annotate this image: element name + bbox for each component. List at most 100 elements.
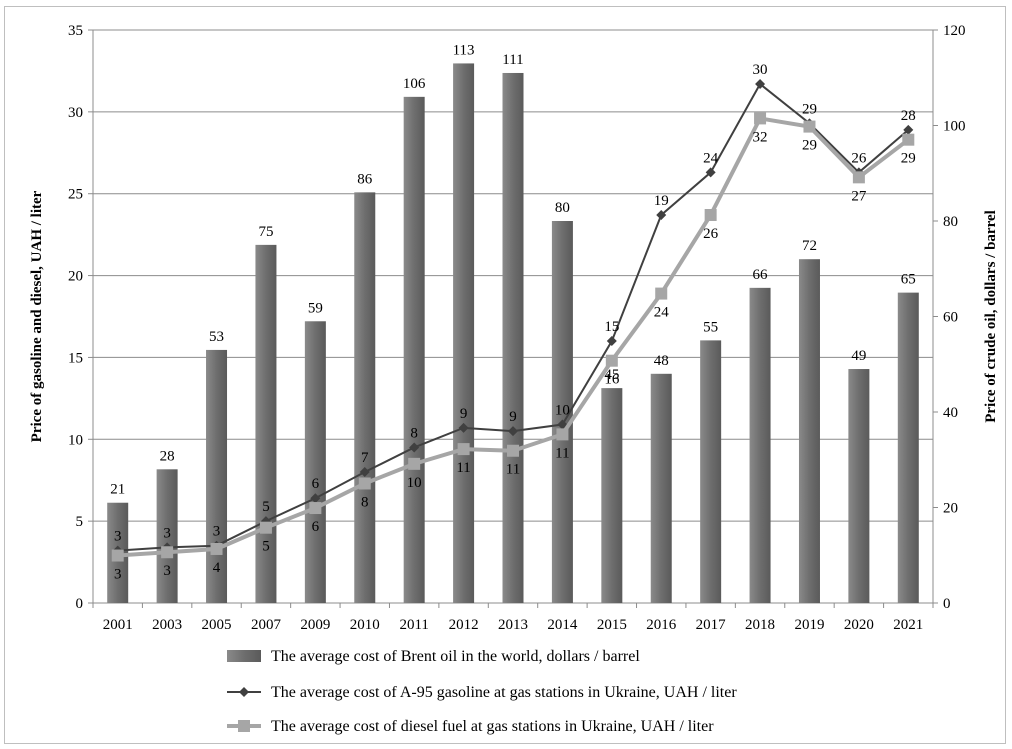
bar-label-brent-2009: 59 [308,300,323,316]
x-tick-label: 2017 [696,617,727,633]
bar-brent-2017 [700,340,722,603]
right-tick-label: 0 [943,596,951,612]
label-a95-2019: 29 [802,101,817,117]
label-diesel-2015: 16 [604,372,620,388]
label-diesel-2011: 10 [407,475,422,491]
bar-label-brent-2015: 45 [604,367,619,383]
x-tick-label: 2001 [103,617,133,633]
label-a95-2010: 7 [361,450,369,466]
bar-label-brent-2014: 80 [555,200,570,216]
x-tick-label: 2016 [646,617,677,633]
legend-marker-diesel [238,720,250,732]
bar-brent-2016 [650,373,672,603]
right-tick-label: 120 [943,23,966,39]
label-diesel-2014: 11 [555,445,569,461]
x-tick-label: 2007 [251,617,282,633]
right-tick-label: 20 [943,501,958,517]
bar-brent-2013 [502,72,524,604]
point-diesel-2003 [161,546,174,559]
left-tick-label: 30 [68,105,83,121]
point-a95-2011 [409,442,420,453]
label-diesel-2021: 29 [901,151,916,167]
legend-marker-a95 [239,687,249,697]
point-diesel-2013 [507,444,519,457]
y-axis-title-left: Price of gasoline and diesel, UAH / lite… [29,190,45,442]
point-diesel-2021 [902,133,915,146]
x-tick-label: 2005 [202,617,232,633]
label-a95-2001: 3 [114,529,122,545]
label-a95-2011: 8 [410,425,418,441]
bar-label-brent-2011: 106 [403,76,426,92]
label-a95-2003: 3 [163,525,171,541]
point-a95-2017 [705,167,716,178]
label-diesel-2020: 27 [851,188,867,204]
label-a95-2021: 28 [901,108,916,124]
bar-brent-2012 [453,63,475,604]
bar-label-brent-2016: 48 [654,353,669,369]
point-diesel-2016 [655,287,668,300]
bar-brent-2014 [551,221,573,603]
right-tick-label: 100 [943,119,966,135]
point-a95-2009 [310,493,321,504]
point-a95-2010 [359,467,370,478]
point-diesel-2001 [111,549,124,562]
label-diesel-2013: 11 [506,462,520,478]
x-tick-label: 2019 [794,617,824,633]
label-a95-2005: 3 [213,524,221,540]
bar-brent-2011 [403,96,425,603]
label-diesel-2018: 32 [753,129,768,145]
label-a95-2017: 24 [703,150,719,166]
point-diesel-2011 [408,457,421,470]
point-diesel-2018 [754,112,767,125]
x-tick-label: 2020 [844,617,874,633]
bar-label-brent-2020: 49 [851,348,866,364]
point-diesel-2020 [852,171,865,184]
label-a95-2018: 30 [753,62,768,78]
point-diesel-2015 [605,354,618,367]
legend-label-brent: The average cost of Brent oil in the wor… [271,648,640,665]
point-diesel-2007 [259,521,272,534]
bar-label-brent-2003: 28 [160,448,175,464]
left-tick-label: 25 [68,187,83,203]
left-tick-label: 15 [68,350,83,366]
right-tick-label: 40 [943,405,958,421]
label-a95-2016: 19 [654,193,669,209]
point-diesel-2010 [358,477,371,490]
label-diesel-2007: 5 [262,539,270,555]
label-a95-2014: 10 [555,403,570,419]
point-diesel-2014 [556,428,569,441]
bar-label-brent-2021: 65 [901,272,916,288]
label-diesel-2017: 26 [703,226,719,242]
point-a95-2013 [508,426,518,437]
label-a95-2012: 9 [460,406,468,422]
y-axis-title-right: Price of crude oil, dollars / barrel [983,210,999,423]
label-diesel-2009: 6 [312,519,320,535]
label-diesel-2003: 3 [163,563,171,579]
x-tick-label: 2013 [498,617,528,633]
bar-label-brent-2019: 72 [802,238,817,254]
legend-label-a95: The average cost of A-95 gasoline at gas… [271,684,737,701]
x-tick-label: 2011 [399,617,428,633]
bar-brent-2009 [304,321,326,603]
legend-label-diesel: The average cost of diesel fuel at gas s… [271,718,714,735]
label-diesel-2001: 3 [114,567,122,583]
label-a95-2009: 6 [312,476,320,492]
label-diesel-2010: 8 [361,494,369,510]
label-a95-2007: 5 [262,499,270,515]
bar-brent-2020 [848,369,870,603]
bar-label-brent-2005: 53 [209,329,224,345]
right-tick-label: 80 [943,214,958,230]
bar-label-brent-2010: 86 [357,171,373,187]
legend-swatch-brent [227,650,261,662]
bar-label-brent-2013: 111 [502,52,523,68]
bar-brent-2021 [897,292,919,603]
bar-brent-2010 [354,192,376,603]
bar-label-brent-2018: 66 [753,267,769,283]
point-a95-2014 [557,419,568,430]
bar-label-brent-2007: 75 [258,224,273,240]
label-diesel-2005: 4 [213,560,221,576]
bar-brent-2005 [206,349,228,603]
point-diesel-2009 [309,502,322,515]
point-a95-2012 [458,422,469,433]
